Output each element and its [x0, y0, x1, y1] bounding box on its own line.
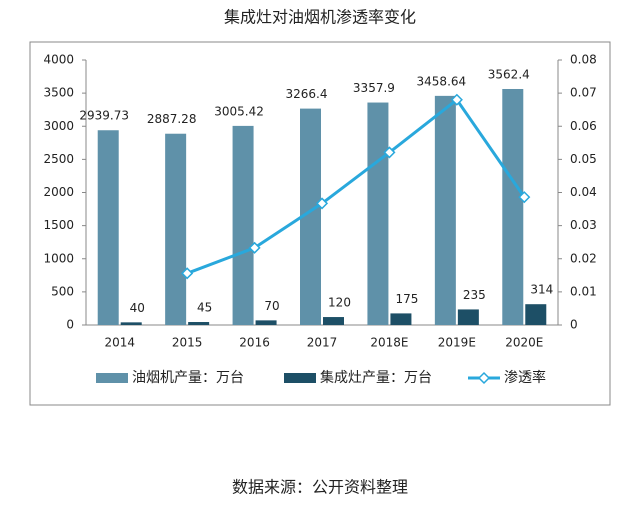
bar	[390, 313, 412, 325]
bar	[232, 125, 254, 325]
value-label: 3357.9	[353, 81, 395, 95]
value-label: 2887.28	[147, 112, 197, 126]
line-marker	[181, 267, 194, 280]
bar	[367, 102, 389, 325]
line-marker	[248, 241, 261, 254]
line-marker	[383, 146, 396, 159]
bar	[323, 317, 344, 325]
y-tick-label: 1000	[43, 251, 74, 265]
line-marker	[450, 93, 463, 106]
y-tick-label: 500	[51, 284, 74, 298]
bar	[97, 130, 119, 325]
line	[186, 97, 526, 275]
bar	[502, 88, 524, 325]
y-tick-label: 1500	[43, 218, 74, 232]
bar	[457, 309, 479, 325]
legend-swatch	[477, 371, 491, 385]
y2-tick-label: 0	[570, 318, 578, 332]
x-tick-label: 2020E	[505, 336, 543, 350]
y2-tick-label: 0.06	[570, 119, 597, 133]
value-label: 175	[395, 292, 418, 306]
line-marker	[315, 197, 329, 210]
y-tick-label: 2500	[43, 152, 74, 166]
legend-swatch	[96, 373, 128, 383]
value-label: 40	[130, 301, 145, 315]
value-label: 2939.73	[79, 109, 129, 123]
legend-swatch	[284, 373, 316, 383]
bar	[255, 320, 277, 325]
bar	[525, 304, 547, 325]
chart-title: 集成灶对油烟机渗透率变化	[224, 8, 416, 27]
value-label: 3005.42	[214, 104, 264, 118]
y-tick-label: 3500	[43, 86, 74, 100]
x-tick-label: 2015	[172, 336, 203, 350]
x-tick-label: 2019E	[438, 336, 476, 350]
y2-tick-label: 0.03	[570, 218, 597, 232]
y2-tick-label: 0.05	[570, 152, 597, 166]
bar	[120, 322, 142, 325]
value-label: 235	[463, 288, 486, 302]
value-label: 70	[264, 299, 279, 313]
y-tick-label: 3000	[43, 119, 74, 133]
legend-label: 渗透率	[504, 369, 546, 386]
x-tick-label: 2016	[239, 336, 270, 350]
y2-tick-label: 0.01	[570, 284, 597, 298]
value-label: 314	[530, 283, 553, 297]
chart-frame	[29, 41, 611, 406]
y2-tick-label: 0.02	[570, 251, 597, 265]
x-tick-label: 2018E	[370, 336, 408, 350]
bar	[300, 108, 321, 325]
legend-label: 油烟机产量：万台	[132, 370, 244, 386]
bar	[165, 133, 187, 325]
value-label: 3562.4	[488, 67, 530, 81]
x-tick-label: 2014	[104, 336, 135, 350]
x-tick-label: 2017	[307, 336, 338, 350]
value-label: 45	[197, 301, 212, 315]
y2-tick-label: 0.07	[570, 86, 597, 100]
line-marker	[518, 191, 531, 204]
bar	[434, 95, 456, 325]
y-tick-label: 2000	[43, 185, 74, 199]
value-label: 3266.4	[286, 87, 328, 101]
y-tick-label: 0	[66, 318, 74, 332]
bar	[188, 322, 210, 325]
y-tick-label: 4000	[43, 53, 74, 67]
value-label: 120	[328, 296, 351, 310]
value-label: 3458.64	[417, 74, 467, 88]
legend-label: 集成灶产量：万台	[320, 369, 432, 386]
y2-tick-label: 0.04	[570, 185, 597, 199]
source-note: 数据来源：公开资料整理	[232, 478, 408, 497]
y2-tick-label: 0.08	[570, 53, 597, 67]
